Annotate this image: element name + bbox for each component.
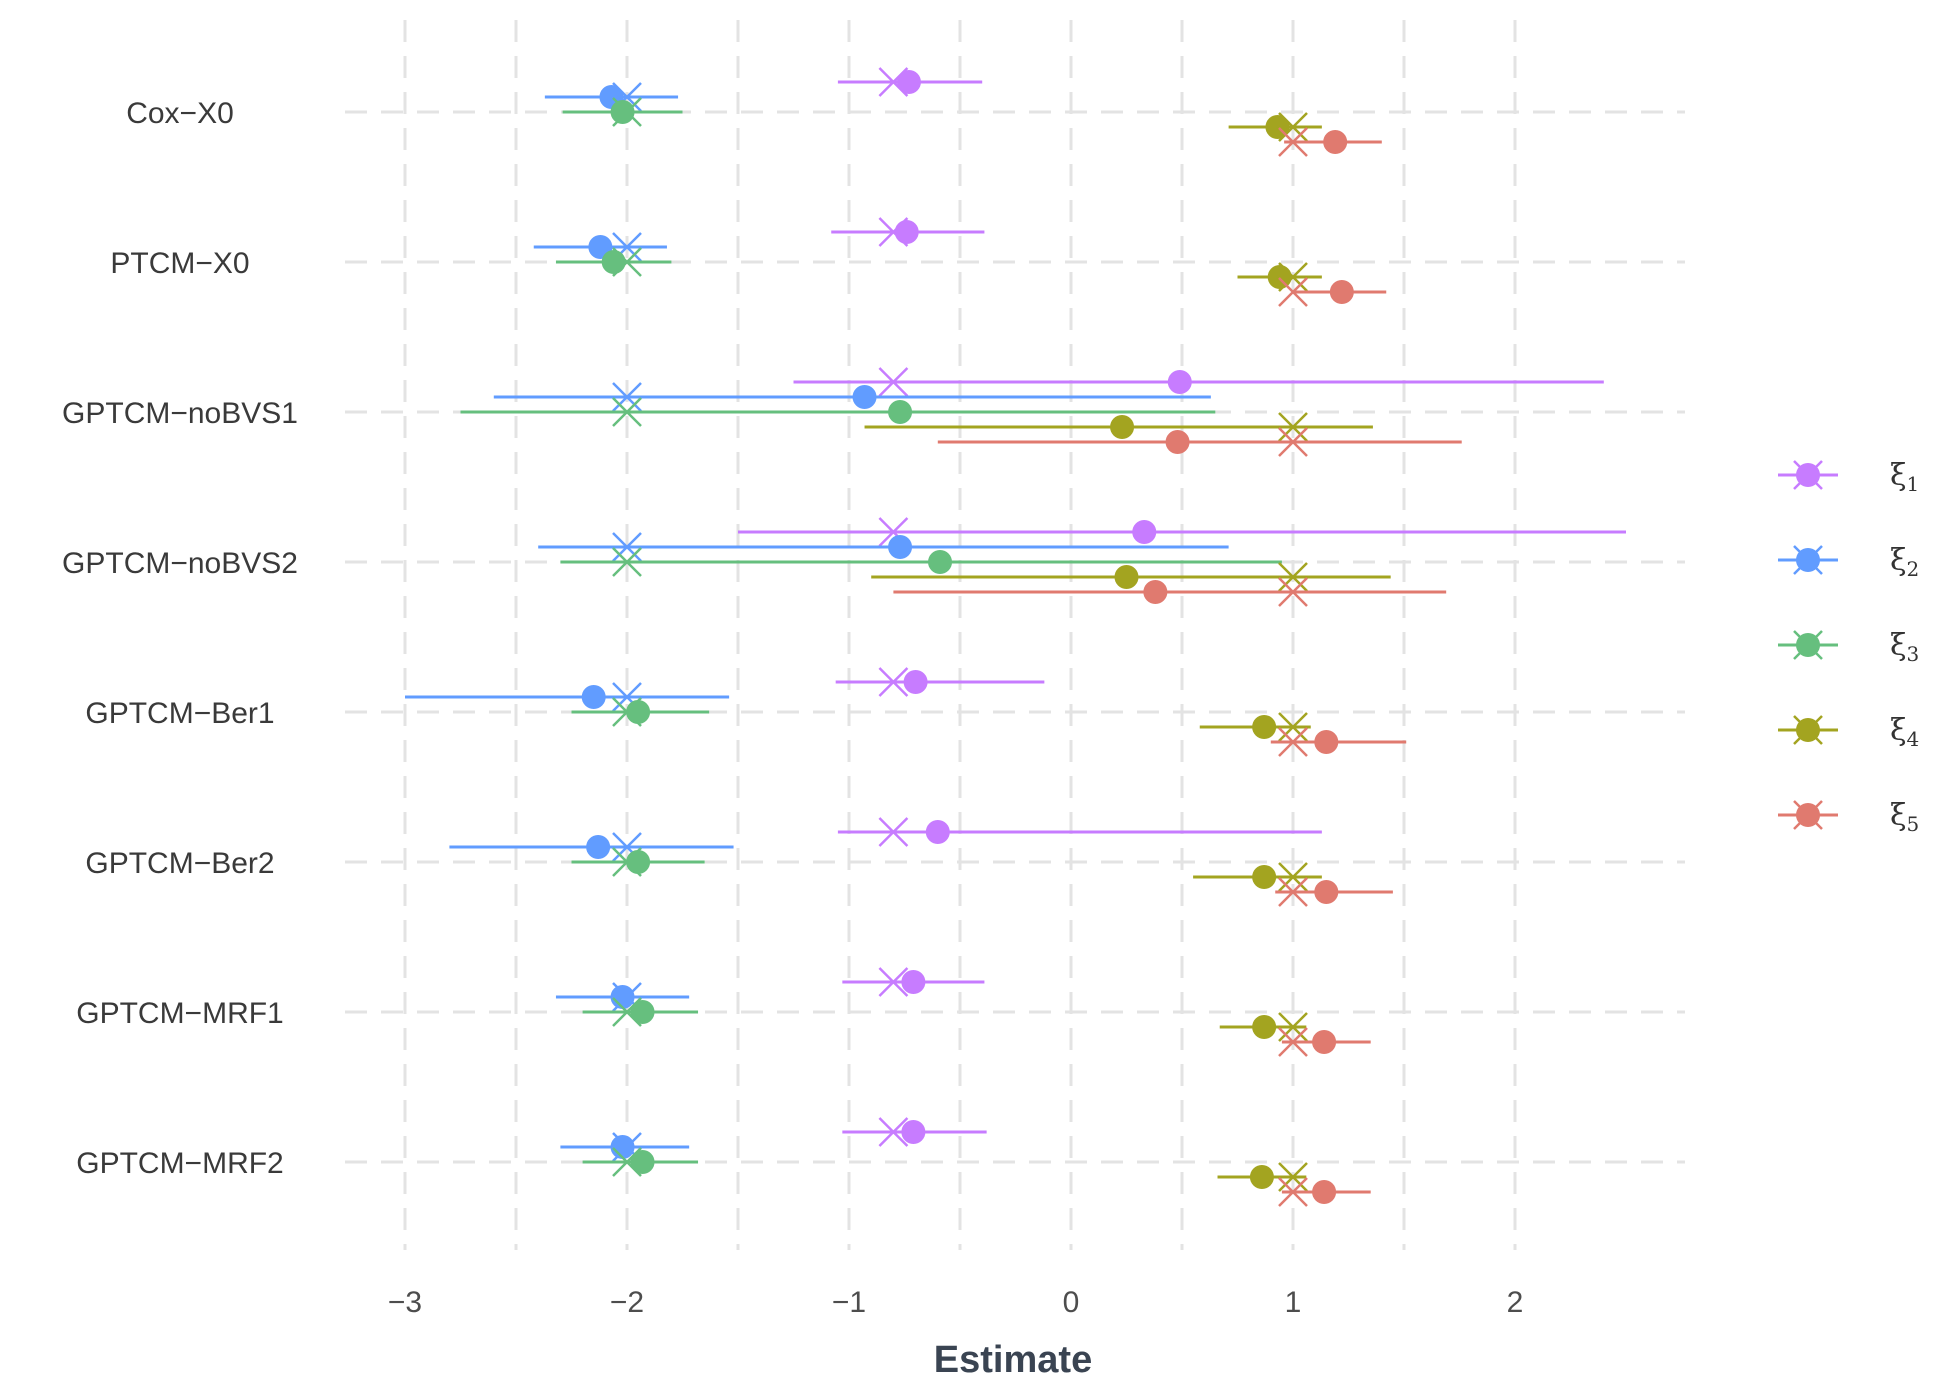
estimate-point: [586, 835, 611, 859]
legend-label: ξ3: [1890, 628, 1919, 666]
estimate-point: [1329, 280, 1354, 304]
estimate-point: [1165, 430, 1190, 454]
x-tick-label: 0: [1063, 1286, 1080, 1319]
true-value-marker: [1278, 1027, 1308, 1057]
legend-point: [1796, 718, 1820, 742]
estimate-point: [1314, 730, 1339, 754]
estimate-point: [1323, 130, 1348, 154]
x-tick-label: −1: [832, 1286, 866, 1319]
estimate-point: [626, 850, 651, 874]
legend-label: ξ1: [1890, 458, 1919, 496]
estimate-point: [928, 550, 953, 574]
true-value-marker: [612, 547, 642, 577]
true-value-marker: [612, 532, 642, 562]
estimate-point: [601, 250, 626, 274]
x-axis-title: Estimate: [934, 1339, 1092, 1381]
true-value-marker: [1278, 127, 1308, 157]
estimate-point: [1132, 520, 1157, 544]
category-label: GPTCM−noBVS2: [62, 547, 298, 580]
legend-label: ξ5: [1890, 798, 1919, 836]
estimate-point: [630, 1150, 655, 1174]
true-value-marker: [878, 667, 909, 697]
true-value-marker: [878, 1117, 909, 1147]
estimate-point: [626, 700, 651, 724]
x-tick-label: −2: [610, 1286, 644, 1319]
category-label: Cox−X0: [126, 97, 234, 130]
legend-item: ξ3: [1778, 628, 1919, 666]
true-value-marker: [1278, 562, 1308, 592]
estimate-point: [1252, 715, 1277, 739]
estimate-point: [925, 820, 950, 844]
legend-item: ξ5: [1778, 798, 1919, 836]
true-value-marker: [878, 967, 909, 997]
true-value-marker: [1278, 577, 1308, 607]
true-value-marker: [1278, 412, 1308, 442]
estimate-point: [901, 970, 926, 994]
true-value-marker: [1278, 1162, 1308, 1192]
estimate-point: [1143, 580, 1168, 604]
true-value-marker: [1278, 1012, 1308, 1042]
estimate-point: [894, 220, 919, 244]
true-value-marker: [612, 397, 642, 427]
true-value-marker: [1278, 862, 1308, 892]
legend-item: ξ2: [1778, 543, 1919, 581]
legend: ξ1 ξ2 ξ3 ξ4 ξ5: [1778, 458, 1919, 836]
true-value-marker: [1278, 427, 1308, 457]
estimate-point: [852, 385, 877, 409]
category-labels: Cox−X0 PTCM−X0 GPTCM−noBVS1 GPTCM−noBVS2 GPT…: [62, 97, 298, 1180]
category-label: GPTCM−MRF2: [76, 1147, 284, 1180]
estimate-point: [1314, 880, 1339, 904]
true-value-marker: [1278, 1177, 1308, 1207]
estimate-point: [1312, 1030, 1337, 1054]
category-label: GPTCM−Ber1: [85, 697, 274, 730]
true-value-marker: [1278, 277, 1308, 307]
estimate-point: [1114, 565, 1139, 589]
estimate-point: [581, 685, 606, 709]
grid-lines: [345, 20, 1685, 1250]
true-value-marker: [878, 367, 909, 397]
x-tick-label: 2: [1507, 1286, 1524, 1319]
estimate-point: [610, 985, 635, 1009]
category-label: GPTCM−noBVS1: [62, 397, 298, 430]
estimate-point: [610, 1135, 635, 1159]
legend-point: [1796, 463, 1820, 487]
legend-label: ξ2: [1890, 543, 1919, 581]
true-value-marker: [878, 817, 909, 847]
estimate-point: [1249, 1165, 1274, 1189]
category-label: GPTCM−MRF1: [76, 997, 284, 1030]
estimate-point: [888, 535, 913, 559]
legend-point: [1796, 803, 1820, 827]
estimate-point: [1252, 865, 1277, 889]
estimate-point: [610, 100, 635, 124]
legend-label: ξ4: [1890, 713, 1919, 751]
legend-item: ξ4: [1778, 713, 1919, 751]
estimate-point: [1252, 1015, 1277, 1039]
data-marks: [405, 67, 1626, 1207]
true-value-marker: [1278, 712, 1308, 742]
category-label: GPTCM−Ber2: [85, 847, 274, 880]
estimate-point: [630, 1000, 655, 1024]
estimate-point: [1312, 1180, 1337, 1204]
estimate-point: [888, 400, 913, 424]
true-value-marker: [1278, 727, 1308, 757]
estimate-point: [896, 70, 921, 94]
x-axis-ticks: −3 −2 −1 0 1 2: [388, 1286, 1523, 1319]
estimate-point: [1167, 370, 1192, 394]
x-tick-label: −3: [388, 1286, 422, 1319]
estimate-point: [903, 670, 928, 694]
legend-point: [1796, 633, 1820, 657]
true-value-marker: [1278, 877, 1308, 907]
category-label: PTCM−X0: [110, 247, 249, 280]
estimate-point: [901, 1120, 926, 1144]
true-value-marker: [612, 382, 642, 412]
x-tick-label: 1: [1285, 1286, 1302, 1319]
legend-item: ξ1: [1778, 458, 1919, 496]
estimate-point: [1110, 415, 1135, 439]
legend-point: [1796, 548, 1820, 572]
